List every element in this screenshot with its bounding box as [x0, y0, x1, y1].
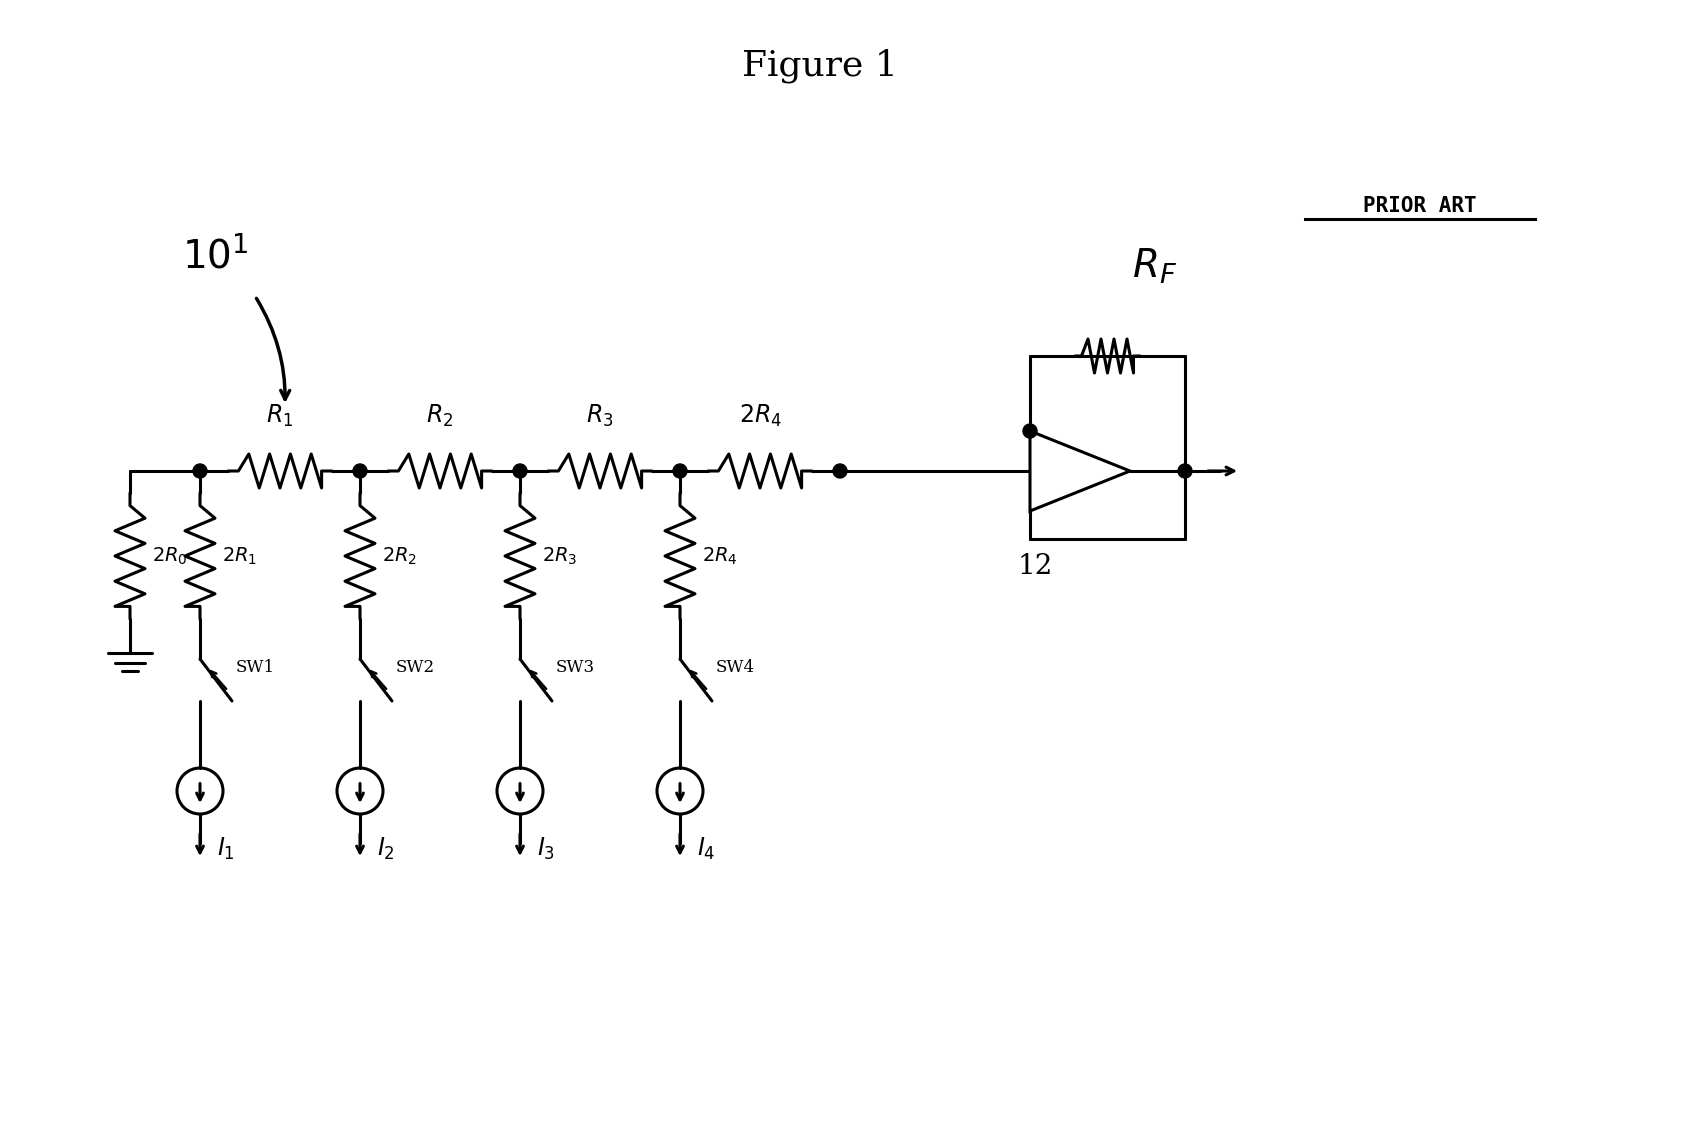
Circle shape [1179, 464, 1192, 478]
Text: $2R_4$: $2R_4$ [738, 402, 782, 429]
Text: $10^1$: $10^1$ [181, 237, 248, 276]
Text: $R_3$: $R_3$ [587, 402, 614, 429]
Circle shape [833, 464, 846, 478]
Text: 12: 12 [1018, 553, 1053, 580]
Text: SW3: SW3 [556, 658, 595, 676]
Text: $2R_3$: $2R_3$ [543, 545, 578, 566]
Text: $2R_4$: $2R_4$ [702, 545, 738, 566]
Text: $R_1$: $R_1$ [266, 402, 293, 429]
Polygon shape [1029, 430, 1130, 511]
Text: $\mathit{I}_{4}$: $\mathit{I}_{4}$ [697, 836, 716, 862]
Text: SW4: SW4 [716, 658, 755, 676]
Text: $\mathit{R}_F$: $\mathit{R}_F$ [1133, 247, 1177, 286]
Text: $2R_2$: $2R_2$ [382, 545, 417, 566]
Circle shape [193, 464, 207, 478]
Circle shape [353, 464, 366, 478]
Text: $\mathit{I}_{1}$: $\mathit{I}_{1}$ [217, 836, 234, 862]
Circle shape [673, 464, 687, 478]
Text: $\mathit{I}_{3}$: $\mathit{I}_{3}$ [538, 836, 555, 862]
Text: PRIOR ART: PRIOR ART [1364, 196, 1477, 216]
Text: Figure 1: Figure 1 [743, 48, 897, 83]
Circle shape [1023, 424, 1036, 438]
Text: $\mathit{I}_{2}$: $\mathit{I}_{2}$ [377, 836, 395, 862]
Text: $2R_0$: $2R_0$ [153, 545, 188, 566]
Text: SW2: SW2 [395, 658, 436, 676]
Circle shape [512, 464, 527, 478]
Text: SW1: SW1 [236, 658, 275, 676]
Text: $R_2$: $R_2$ [426, 402, 453, 429]
Text: $2R_1$: $2R_1$ [222, 545, 258, 566]
